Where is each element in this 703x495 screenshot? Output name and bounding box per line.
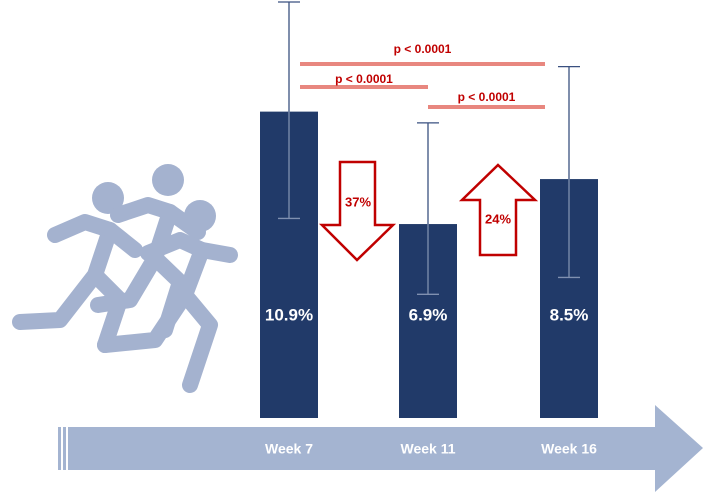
value-label: 6.9%	[409, 305, 448, 324]
value-label: 10.9%	[265, 305, 313, 324]
category-label: Week 11	[400, 441, 455, 457]
increase-arrow	[458, 163, 539, 257]
significance-label: p < 0.0001	[458, 90, 516, 104]
value-label: 8.5%	[550, 305, 589, 324]
runners-icon	[12, 164, 238, 393]
decrease-arrow	[318, 160, 397, 262]
category-label: Week 7	[265, 441, 313, 457]
category-label: Week 16	[541, 441, 597, 457]
timeline-arrow	[58, 405, 703, 492]
significance-label: p < 0.0001	[335, 72, 393, 86]
change-label: 24%	[485, 211, 511, 226]
significance-label: p < 0.0001	[394, 42, 452, 56]
change-label: 37%	[345, 194, 371, 209]
